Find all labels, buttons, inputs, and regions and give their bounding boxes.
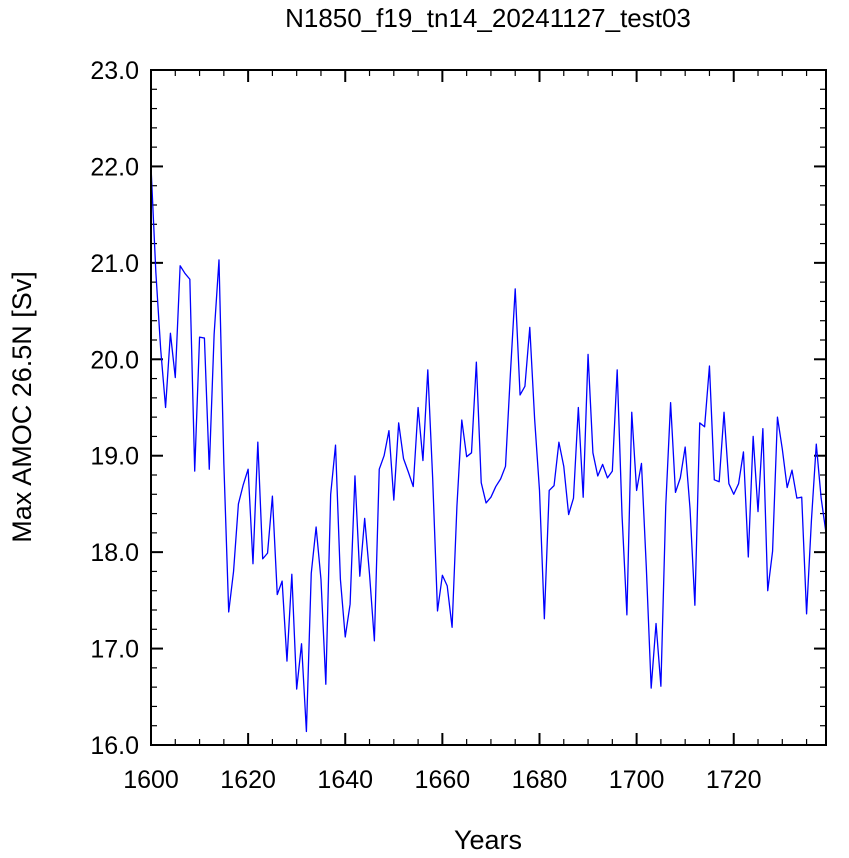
plot-frame — [150, 69, 827, 746]
axis-tick-labels: 16.0 17.0 18.0 19.0 20.0 21.0 22.0 23.0 1600 1620… — [90, 57, 761, 794]
x-tick-label: 1640 — [317, 766, 373, 794]
y-tick-label: 18.0 — [90, 539, 139, 567]
y-tick-label: 20.0 — [90, 346, 139, 374]
x-tick-label: 1700 — [609, 766, 665, 794]
y-tick-label: 23.0 — [90, 57, 139, 85]
x-tick-label: 1600 — [123, 766, 179, 794]
y-tick-label: 22.0 — [90, 153, 139, 181]
y-tick-label: 21.0 — [90, 250, 139, 278]
chart-title: N1850_f19_tn14_20241127_test03 — [285, 3, 691, 33]
x-tick-label: 1680 — [512, 766, 568, 794]
y-tick-label: 16.0 — [90, 732, 139, 760]
x-tick-label: 1620 — [220, 766, 276, 794]
x-tick-label: 1720 — [706, 766, 762, 794]
y-axis-title: Max AMOC 26.5N [Sv] — [7, 271, 37, 543]
x-tick-label: 1660 — [415, 766, 471, 794]
y-tick-label: 19.0 — [90, 443, 139, 471]
x-axis-title: Years — [454, 825, 522, 855]
y-tick-label: 17.0 — [90, 636, 139, 664]
axis-ticks — [150, 69, 826, 746]
amoc-series-line — [150, 166, 827, 733]
